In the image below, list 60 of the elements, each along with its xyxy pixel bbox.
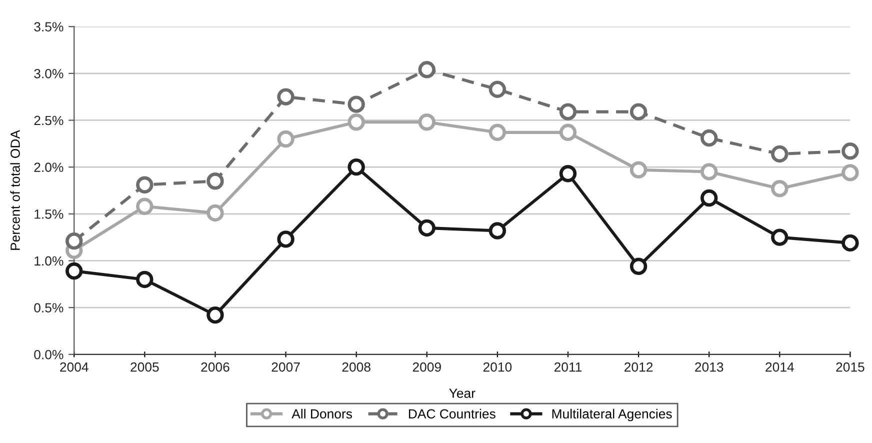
point — [136, 176, 154, 194]
y-tick-label: 0.5% — [34, 303, 64, 312]
y-tick-label: 0.0% — [34, 350, 64, 360]
x-tick-label: 2013 — [695, 362, 724, 372]
point — [136, 198, 154, 216]
x-axis-title: Year — [449, 388, 476, 398]
point — [559, 165, 577, 182]
point — [418, 219, 436, 237]
point — [418, 114, 436, 131]
point — [206, 172, 224, 190]
point — [700, 129, 718, 147]
point — [771, 228, 788, 246]
point — [842, 142, 859, 160]
x-tick-label: 2008 — [342, 362, 370, 372]
x-tick-label: 2009 — [412, 362, 441, 372]
point — [206, 204, 224, 222]
y-tick-label: 3.5% — [34, 22, 64, 32]
point — [488, 222, 506, 240]
y-tick-label: 1.0% — [34, 256, 64, 266]
point — [277, 130, 294, 148]
x-tick-label: 2011 — [554, 362, 582, 372]
x-tick-label: 2015 — [836, 362, 864, 372]
x-tick-label: 2004 — [60, 362, 88, 372]
x-tick-label: 2005 — [130, 362, 159, 372]
y-tick-label: 1.5% — [34, 210, 64, 219]
point — [771, 180, 788, 198]
point — [418, 61, 436, 78]
x-tick-label: 2010 — [483, 362, 512, 372]
point — [700, 189, 718, 207]
legend-label: All Donors — [292, 408, 352, 419]
x-tick-label: 2006 — [201, 362, 230, 372]
point — [348, 96, 365, 113]
legend-label: Multilateral Agencies — [552, 408, 672, 422]
point — [488, 124, 506, 142]
x-tick-label: 2014 — [766, 362, 794, 372]
point — [348, 158, 365, 176]
point — [842, 164, 859, 182]
y-tick-label: 2.0% — [34, 162, 64, 172]
y-tick-label: 3.0% — [34, 68, 64, 78]
point — [559, 124, 577, 142]
x-tick-label: 2007 — [272, 362, 300, 372]
point — [488, 80, 506, 98]
point — [559, 103, 577, 120]
point — [136, 270, 154, 288]
point — [630, 258, 648, 275]
point — [630, 103, 648, 120]
point — [842, 234, 859, 252]
legend-label: DAC Countries — [408, 408, 496, 419]
point — [771, 145, 788, 163]
point — [700, 163, 718, 180]
point — [630, 161, 648, 178]
y-tick-label: 2.5% — [34, 116, 64, 126]
x-tick-label: 2012 — [624, 362, 653, 372]
y-axis-title: Percent of total ODA — [10, 130, 20, 250]
point — [66, 232, 83, 250]
point — [277, 230, 294, 248]
point — [66, 262, 83, 280]
point — [277, 88, 294, 106]
point — [348, 114, 365, 131]
point — [206, 306, 224, 324]
